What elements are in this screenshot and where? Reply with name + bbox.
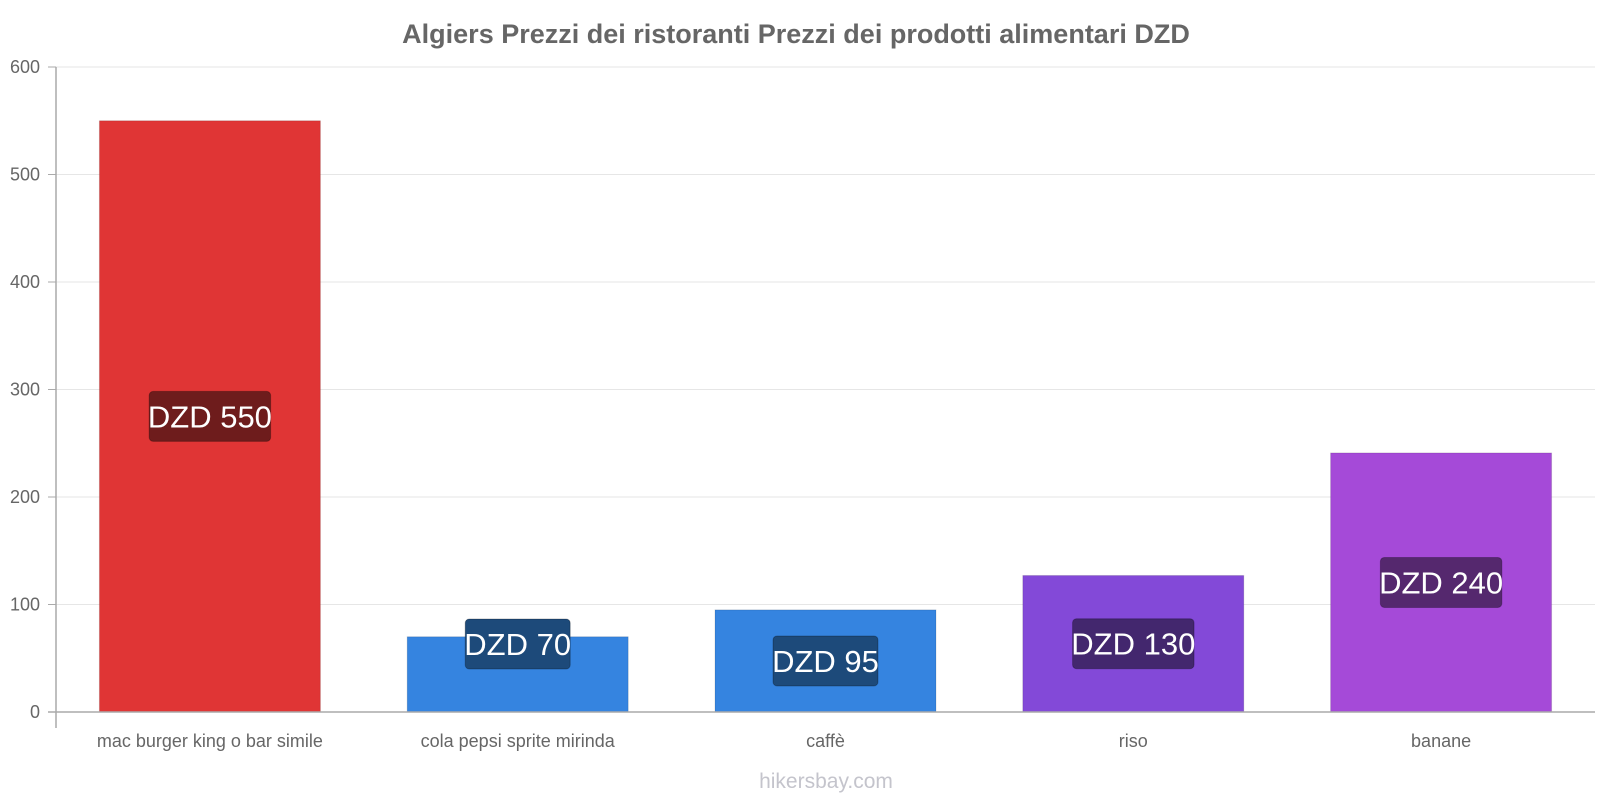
chart-title: Algiers Prezzi dei ristoranti Prezzi dei… (402, 19, 1190, 49)
x-tick-label: caffè (806, 731, 845, 751)
data-label-box (1072, 618, 1195, 670)
watermark: hikersbay.com (759, 770, 893, 793)
y-axis-ticks: 0 100 200 300 400 500 600 (10, 57, 56, 722)
y-tick-label: 600 (10, 57, 40, 77)
data-label: DZD 70 (464, 627, 571, 662)
data-label: DZD 130 (1071, 627, 1195, 662)
data-labels: DZD 550 DZD 70 DZD 95 DZD 130 DZD 240 (148, 390, 1503, 687)
bars (98, 120, 1553, 713)
x-axis-labels: mac burger king o bar simile cola pepsi s… (97, 731, 1471, 751)
data-label-box (148, 390, 272, 442)
x-tick-label: banane (1411, 731, 1471, 751)
axes (48, 67, 1595, 728)
data-label-box (464, 618, 571, 670)
data-label: DZD 240 (1379, 565, 1503, 600)
data-label-box (1379, 556, 1503, 608)
x-tick-label: mac burger king o bar simile (97, 731, 323, 751)
y-tick-label: 500 (10, 165, 40, 185)
y-tick-label: 0 (30, 702, 40, 722)
y-tick-label: 200 (10, 487, 40, 507)
x-tick-label: cola pepsi sprite mirinda (421, 731, 616, 751)
x-tick-label: riso (1119, 731, 1148, 751)
data-label: DZD 95 (772, 644, 879, 679)
y-tick-label: 400 (10, 272, 40, 292)
data-label: DZD 550 (148, 399, 272, 434)
y-tick-label: 300 (10, 380, 40, 400)
y-tick-label: 100 (10, 595, 40, 615)
data-label-box (772, 635, 879, 687)
